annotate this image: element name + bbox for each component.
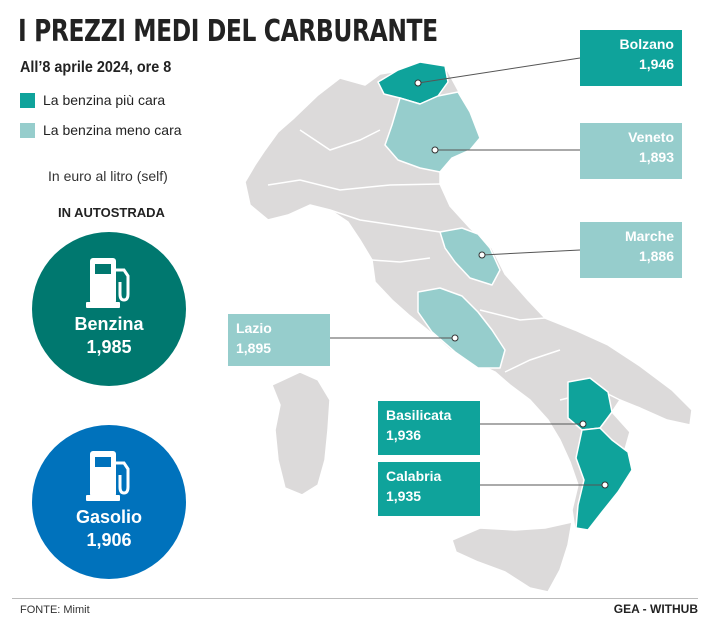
region-price: 1,893 bbox=[638, 149, 674, 165]
region-name: Calabria bbox=[386, 468, 442, 484]
region-name: Lazio bbox=[236, 320, 272, 336]
gasolio-circle: Gasolio 1,906 bbox=[32, 425, 186, 579]
callout-marche: Marche 1,886 bbox=[580, 222, 682, 278]
sardinia bbox=[271, 371, 331, 496]
city-dot-catanzaro bbox=[601, 481, 609, 489]
legend-swatch-dark-teal bbox=[20, 92, 35, 108]
benzina-label: Benzina bbox=[74, 314, 144, 334]
region-marche bbox=[439, 227, 501, 286]
region-lazio bbox=[417, 287, 506, 369]
gasolio-price: 1,906 bbox=[86, 530, 132, 550]
callout-bolzano: Bolzano 1,946 bbox=[580, 30, 682, 86]
city-dot-bolzano bbox=[414, 79, 422, 87]
region-bolzano bbox=[377, 61, 449, 105]
region-name: Bolzano bbox=[619, 36, 674, 52]
region-price: 1,946 bbox=[638, 56, 674, 72]
autostrada-heading: IN AUTOSTRADA bbox=[58, 205, 165, 220]
legend-item-most-expensive: La benzina più cara bbox=[20, 92, 165, 108]
footer-divider bbox=[12, 598, 698, 599]
gasolio-label: Gasolio bbox=[75, 507, 142, 527]
region-calabria bbox=[575, 427, 633, 531]
leader-bolzano bbox=[417, 57, 581, 84]
fuel-pump-icon bbox=[86, 258, 130, 308]
city-dot-venezia bbox=[431, 146, 439, 154]
page-subtitle: All’8 aprile 2024, ore 8 bbox=[20, 59, 172, 76]
benzina-circle: Benzina 1,985 bbox=[32, 232, 186, 386]
region-price: 1,886 bbox=[638, 248, 674, 264]
region-basilicata bbox=[567, 377, 613, 431]
page-title: I PREZZI MEDI DEL CARBURANTE bbox=[18, 14, 438, 49]
callout-lazio: Lazio 1,895 bbox=[228, 314, 330, 366]
legend-label: La benzina meno cara bbox=[43, 122, 182, 138]
city-dot-potenza bbox=[579, 420, 587, 428]
source-label: FONTE: Mimit bbox=[20, 604, 90, 616]
region-price: 1,895 bbox=[236, 340, 272, 356]
region-veneto bbox=[384, 91, 481, 173]
callout-veneto: Veneto 1,893 bbox=[580, 123, 682, 179]
region-name: Veneto bbox=[628, 129, 674, 145]
callout-basilicata: Basilicata 1,936 bbox=[378, 401, 480, 455]
legend-swatch-light-teal bbox=[20, 122, 35, 138]
unit-label: In euro al litro (self) bbox=[48, 168, 168, 184]
callout-calabria: Calabria 1,935 bbox=[378, 462, 480, 516]
fuel-pump-icon bbox=[86, 451, 130, 501]
region-price: 1,936 bbox=[386, 427, 422, 443]
legend-label: La benzina più cara bbox=[43, 92, 166, 108]
city-dot-ancona bbox=[478, 251, 486, 259]
leader-marche bbox=[481, 249, 581, 256]
benzina-price: 1,985 bbox=[86, 337, 132, 357]
city-dot-roma bbox=[451, 334, 459, 342]
legend-item-least-expensive: La benzina meno cara bbox=[20, 122, 182, 138]
region-name: Marche bbox=[624, 228, 674, 244]
region-price: 1,935 bbox=[386, 488, 422, 504]
credit-label: GEA - WITHUB bbox=[613, 602, 698, 616]
region-name: Basilicata bbox=[386, 407, 452, 423]
sicily bbox=[451, 521, 573, 593]
